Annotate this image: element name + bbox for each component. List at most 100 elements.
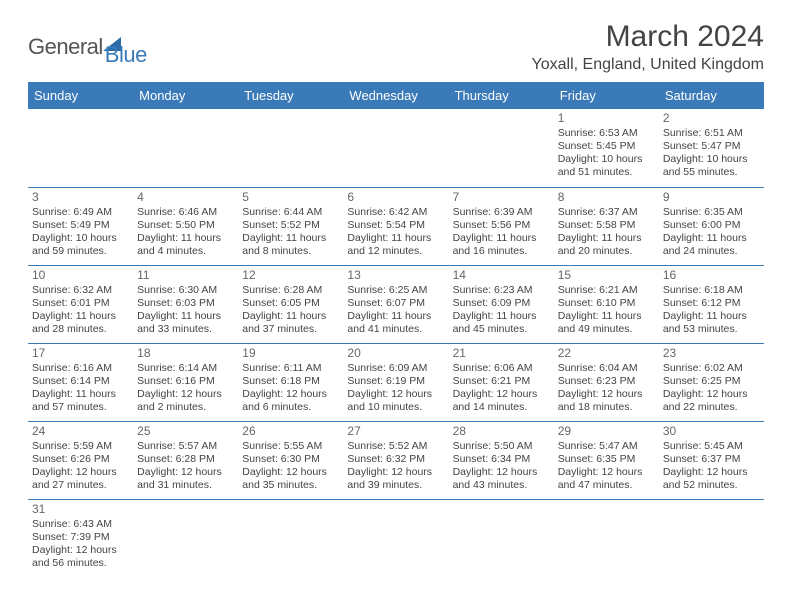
daylight-line: Daylight: 12 hours: [347, 388, 444, 401]
calendar-day-cell: 31Sunrise: 6:43 AMSunset: 7:39 PMDayligh…: [28, 499, 133, 577]
calendar-empty-cell: [28, 109, 133, 187]
daylight-line: Daylight: 12 hours: [32, 466, 129, 479]
daylight-line: Daylight: 11 hours: [558, 310, 655, 323]
daylight-line-2: and 39 minutes.: [347, 479, 444, 492]
sunrise-line: Sunrise: 6:06 AM: [453, 362, 550, 375]
calendar-day-cell: 5Sunrise: 6:44 AMSunset: 5:52 PMDaylight…: [238, 187, 343, 265]
daylight-line-2: and 49 minutes.: [558, 323, 655, 336]
calendar-day-cell: 20Sunrise: 6:09 AMSunset: 6:19 PMDayligh…: [343, 343, 448, 421]
sunrise-line: Sunrise: 6:46 AM: [137, 206, 234, 219]
daylight-line: Daylight: 11 hours: [347, 232, 444, 245]
logo-text-blue: Blue: [105, 42, 147, 68]
sunrise-line: Sunrise: 6:28 AM: [242, 284, 339, 297]
daylight-line-2: and 22 minutes.: [663, 401, 760, 414]
sunset-line: Sunset: 6:16 PM: [137, 375, 234, 388]
sunset-line: Sunset: 6:25 PM: [663, 375, 760, 388]
calendar-day-cell: 29Sunrise: 5:47 AMSunset: 6:35 PMDayligh…: [554, 421, 659, 499]
day-number: 15: [558, 268, 655, 283]
calendar-empty-cell: [238, 109, 343, 187]
daylight-line: Daylight: 11 hours: [242, 232, 339, 245]
day-number: 22: [558, 346, 655, 361]
day-number: 21: [453, 346, 550, 361]
month-title: March 2024: [532, 20, 764, 54]
weekday-header: Wednesday: [343, 82, 448, 109]
calendar-day-cell: 27Sunrise: 5:52 AMSunset: 6:32 PMDayligh…: [343, 421, 448, 499]
calendar-empty-cell: [554, 499, 659, 577]
day-number: 29: [558, 424, 655, 439]
logo: General Blue: [28, 26, 147, 68]
sunrise-line: Sunrise: 5:52 AM: [347, 440, 444, 453]
daylight-line-2: and 41 minutes.: [347, 323, 444, 336]
sunrise-line: Sunrise: 6:44 AM: [242, 206, 339, 219]
day-number: 18: [137, 346, 234, 361]
calendar-day-cell: 1Sunrise: 6:53 AMSunset: 5:45 PMDaylight…: [554, 109, 659, 187]
calendar-day-cell: 25Sunrise: 5:57 AMSunset: 6:28 PMDayligh…: [133, 421, 238, 499]
calendar-day-cell: 30Sunrise: 5:45 AMSunset: 6:37 PMDayligh…: [659, 421, 764, 499]
daylight-line-2: and 14 minutes.: [453, 401, 550, 414]
daylight-line-2: and 8 minutes.: [242, 245, 339, 258]
day-number: 4: [137, 190, 234, 205]
weekday-header: Monday: [133, 82, 238, 109]
sunrise-line: Sunrise: 6:02 AM: [663, 362, 760, 375]
calendar-day-cell: 11Sunrise: 6:30 AMSunset: 6:03 PMDayligh…: [133, 265, 238, 343]
day-number: 6: [347, 190, 444, 205]
calendar-day-cell: 16Sunrise: 6:18 AMSunset: 6:12 PMDayligh…: [659, 265, 764, 343]
daylight-line-2: and 18 minutes.: [558, 401, 655, 414]
sunset-line: Sunset: 6:03 PM: [137, 297, 234, 310]
calendar-day-cell: 12Sunrise: 6:28 AMSunset: 6:05 PMDayligh…: [238, 265, 343, 343]
sunset-line: Sunset: 6:21 PM: [453, 375, 550, 388]
day-number: 14: [453, 268, 550, 283]
daylight-line-2: and 6 minutes.: [242, 401, 339, 414]
day-number: 31: [32, 502, 129, 517]
sunset-line: Sunset: 6:28 PM: [137, 453, 234, 466]
day-number: 17: [32, 346, 129, 361]
day-number: 1: [558, 111, 655, 126]
daylight-line: Daylight: 12 hours: [558, 388, 655, 401]
calendar-day-cell: 24Sunrise: 5:59 AMSunset: 6:26 PMDayligh…: [28, 421, 133, 499]
calendar-day-cell: 21Sunrise: 6:06 AMSunset: 6:21 PMDayligh…: [449, 343, 554, 421]
daylight-line: Daylight: 11 hours: [453, 232, 550, 245]
sunset-line: Sunset: 6:09 PM: [453, 297, 550, 310]
calendar-day-cell: 23Sunrise: 6:02 AMSunset: 6:25 PMDayligh…: [659, 343, 764, 421]
sunrise-line: Sunrise: 6:43 AM: [32, 518, 129, 531]
daylight-line-2: and 43 minutes.: [453, 479, 550, 492]
daylight-line: Daylight: 11 hours: [558, 232, 655, 245]
sunset-line: Sunset: 6:10 PM: [558, 297, 655, 310]
calendar-day-cell: 8Sunrise: 6:37 AMSunset: 5:58 PMDaylight…: [554, 187, 659, 265]
daylight-line: Daylight: 12 hours: [347, 466, 444, 479]
daylight-line: Daylight: 12 hours: [558, 466, 655, 479]
sunset-line: Sunset: 6:18 PM: [242, 375, 339, 388]
daylight-line: Daylight: 11 hours: [347, 310, 444, 323]
sunset-line: Sunset: 6:00 PM: [663, 219, 760, 232]
daylight-line-2: and 52 minutes.: [663, 479, 760, 492]
sunrise-line: Sunrise: 6:25 AM: [347, 284, 444, 297]
day-number: 11: [137, 268, 234, 283]
sunrise-line: Sunrise: 6:21 AM: [558, 284, 655, 297]
sunset-line: Sunset: 5:52 PM: [242, 219, 339, 232]
sunrise-line: Sunrise: 6:16 AM: [32, 362, 129, 375]
calendar-empty-cell: [343, 109, 448, 187]
sunset-line: Sunset: 5:45 PM: [558, 140, 655, 153]
daylight-line-2: and 53 minutes.: [663, 323, 760, 336]
daylight-line: Daylight: 12 hours: [137, 388, 234, 401]
daylight-line: Daylight: 11 hours: [663, 232, 760, 245]
daylight-line-2: and 4 minutes.: [137, 245, 234, 258]
day-number: 2: [663, 111, 760, 126]
calendar-empty-cell: [343, 499, 448, 577]
calendar-day-cell: 3Sunrise: 6:49 AMSunset: 5:49 PMDaylight…: [28, 187, 133, 265]
daylight-line: Daylight: 12 hours: [242, 388, 339, 401]
daylight-line-2: and 28 minutes.: [32, 323, 129, 336]
day-number: 30: [663, 424, 760, 439]
daylight-line: Daylight: 10 hours: [663, 153, 760, 166]
calendar-week-row: 3Sunrise: 6:49 AMSunset: 5:49 PMDaylight…: [28, 187, 764, 265]
weekday-header-row: SundayMondayTuesdayWednesdayThursdayFrid…: [28, 82, 764, 109]
sunrise-line: Sunrise: 6:18 AM: [663, 284, 760, 297]
day-number: 5: [242, 190, 339, 205]
calendar-day-cell: 10Sunrise: 6:32 AMSunset: 6:01 PMDayligh…: [28, 265, 133, 343]
calendar-week-row: 31Sunrise: 6:43 AMSunset: 7:39 PMDayligh…: [28, 499, 764, 577]
sunset-line: Sunset: 6:26 PM: [32, 453, 129, 466]
daylight-line-2: and 59 minutes.: [32, 245, 129, 258]
sunset-line: Sunset: 6:19 PM: [347, 375, 444, 388]
calendar-empty-cell: [238, 499, 343, 577]
location: Yoxall, England, United Kingdom: [532, 56, 764, 74]
